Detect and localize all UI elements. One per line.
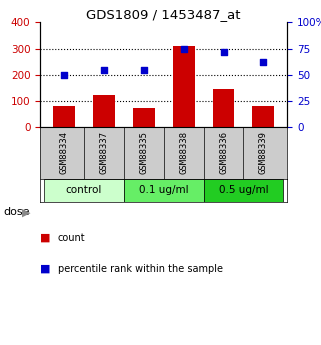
Text: GSM88338: GSM88338 <box>179 131 188 175</box>
Point <box>101 67 107 72</box>
Point <box>181 46 186 51</box>
Point <box>261 59 266 65</box>
Text: control: control <box>66 185 102 195</box>
Text: GSM88335: GSM88335 <box>139 131 148 175</box>
Bar <box>53 106 75 127</box>
Text: percentile rank within the sample: percentile rank within the sample <box>58 264 223 274</box>
Bar <box>44 178 124 202</box>
Point <box>221 49 226 55</box>
Point <box>62 72 67 78</box>
Text: 0.1 ug/ml: 0.1 ug/ml <box>139 185 188 195</box>
Text: GSM88336: GSM88336 <box>219 131 228 175</box>
Bar <box>173 46 195 127</box>
Title: GDS1809 / 1453487_at: GDS1809 / 1453487_at <box>86 8 241 21</box>
Bar <box>133 108 155 127</box>
Text: 0.5 ug/ml: 0.5 ug/ml <box>219 185 268 195</box>
Text: dose: dose <box>3 207 30 217</box>
Text: GSM88334: GSM88334 <box>59 131 69 175</box>
Text: GSM88339: GSM88339 <box>259 131 268 175</box>
Point <box>141 67 146 72</box>
Bar <box>204 178 283 202</box>
Text: ▶: ▶ <box>22 207 30 217</box>
Bar <box>252 106 274 127</box>
Bar <box>124 178 204 202</box>
Bar <box>213 89 234 127</box>
Text: count: count <box>58 233 85 243</box>
Text: ■: ■ <box>40 264 51 274</box>
Text: GSM88337: GSM88337 <box>100 131 108 175</box>
Text: ■: ■ <box>40 233 51 243</box>
Bar <box>93 95 115 127</box>
